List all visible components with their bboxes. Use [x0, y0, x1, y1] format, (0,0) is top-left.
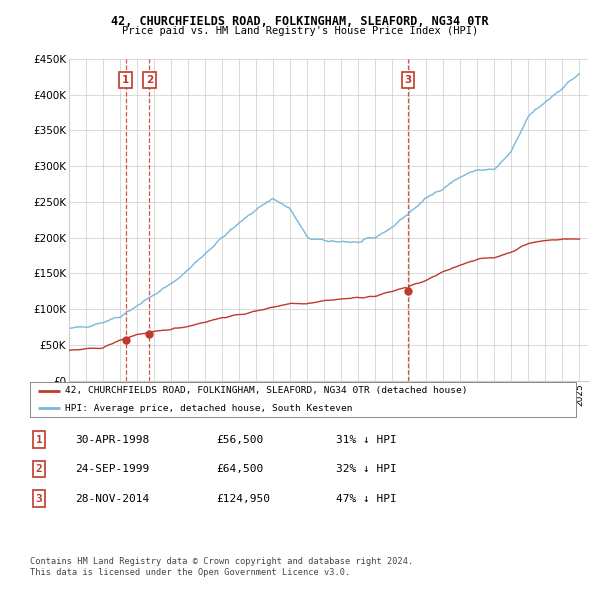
Text: 3: 3 [35, 494, 43, 503]
Text: 2: 2 [35, 464, 43, 474]
Text: 32% ↓ HPI: 32% ↓ HPI [336, 464, 397, 474]
Text: 31% ↓ HPI: 31% ↓ HPI [336, 435, 397, 444]
Text: HPI: Average price, detached house, South Kesteven: HPI: Average price, detached house, Sout… [65, 404, 353, 413]
Text: Contains HM Land Registry data © Crown copyright and database right 2024.: Contains HM Land Registry data © Crown c… [30, 558, 413, 566]
Text: 1: 1 [35, 435, 43, 444]
Text: 1: 1 [122, 75, 129, 85]
Text: 2: 2 [146, 75, 153, 85]
Text: £124,950: £124,950 [216, 494, 270, 503]
Text: Price paid vs. HM Land Registry's House Price Index (HPI): Price paid vs. HM Land Registry's House … [122, 26, 478, 36]
Text: 30-APR-1998: 30-APR-1998 [75, 435, 149, 444]
Text: This data is licensed under the Open Government Licence v3.0.: This data is licensed under the Open Gov… [30, 568, 350, 577]
Text: 3: 3 [404, 75, 412, 85]
Text: 28-NOV-2014: 28-NOV-2014 [75, 494, 149, 503]
Text: £56,500: £56,500 [216, 435, 263, 444]
Text: £64,500: £64,500 [216, 464, 263, 474]
Text: 42, CHURCHFIELDS ROAD, FOLKINGHAM, SLEAFORD, NG34 0TR: 42, CHURCHFIELDS ROAD, FOLKINGHAM, SLEAF… [111, 15, 489, 28]
Text: 42, CHURCHFIELDS ROAD, FOLKINGHAM, SLEAFORD, NG34 0TR (detached house): 42, CHURCHFIELDS ROAD, FOLKINGHAM, SLEAF… [65, 386, 468, 395]
Text: 24-SEP-1999: 24-SEP-1999 [75, 464, 149, 474]
Text: 47% ↓ HPI: 47% ↓ HPI [336, 494, 397, 503]
